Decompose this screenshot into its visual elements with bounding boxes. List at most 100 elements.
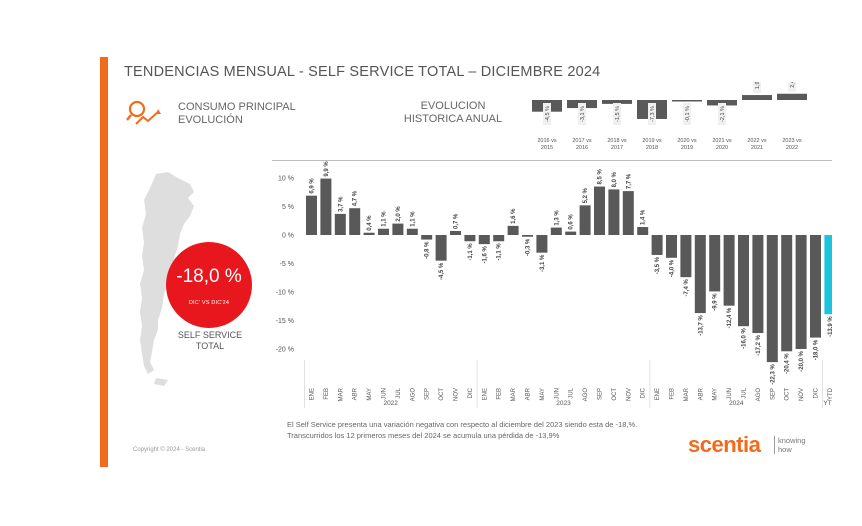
monthly-value-label: 0,7 % [454, 213, 460, 229]
annual-label-bg [753, 82, 761, 94]
monthly-bar [723, 235, 735, 306]
month-label: SEP [770, 388, 776, 400]
month-label: AGO [583, 388, 589, 402]
monthly-value-label: 6,9 % [310, 178, 316, 194]
monthly-bar [550, 227, 562, 235]
monthly-bar [565, 231, 577, 235]
month-label: NOV [799, 388, 805, 401]
monthly-value-label: -9,9 % [713, 293, 719, 311]
annual-label-bg [543, 103, 551, 125]
monthly-bar [493, 235, 505, 242]
monthly-value-label: 1,4 % [641, 209, 647, 225]
month-label: AGO [410, 388, 416, 402]
kpi-caption: DIC' VS DIC'24 [188, 300, 230, 306]
monthly-value-label: -18,0 % [814, 339, 820, 360]
monthly-bar [579, 205, 591, 235]
year-group-label: 2023 [556, 400, 571, 407]
annual-category-label: 2016 [576, 145, 588, 151]
monthly-value-label: -13,7 % [698, 314, 704, 335]
annual-label-bg [718, 103, 726, 125]
monthly-bar [766, 235, 778, 363]
annual-title-line: HISTORICA ANUAL [403, 113, 503, 125]
month-label: DIC [468, 387, 474, 398]
annual-value-label: 1,9 % [755, 82, 761, 89]
monthly-value-label: -20,4 % [785, 353, 791, 374]
annual-category-label: 2023 vs [782, 138, 802, 144]
monthly-bar [810, 235, 821, 338]
y-tick-label: -10 % [276, 290, 294, 297]
monthly-value-label: 1,3 % [554, 210, 560, 226]
month-label: ABR [353, 387, 359, 400]
monthly-bar [622, 191, 634, 235]
y-tick-label: 0 % [282, 233, 294, 240]
monthly-value-label: -0,8 % [425, 241, 431, 259]
month-label: SEP [598, 388, 604, 400]
monthly-bar [406, 228, 418, 235]
y-tick-label: -15 % [276, 318, 294, 325]
monthly-bar [824, 235, 832, 315]
month-label: SEP [425, 388, 431, 400]
monthly-value-label: -4,0 % [670, 259, 676, 277]
accent-bar [100, 57, 108, 467]
annual-value-label: -7,3 % [650, 106, 656, 122]
monthly-value-label: 1,1 % [382, 211, 388, 227]
monthly-value-label: -3,5 % [655, 256, 661, 274]
monthly-value-label: -4,5 % [439, 262, 445, 280]
month-label: JUL [742, 387, 748, 398]
monthly-value-label: 0,4 % [367, 215, 373, 231]
month-label: MAR [338, 387, 344, 401]
monthly-bar [637, 227, 649, 235]
monthly-bar [378, 228, 389, 235]
monthly-value-label: 1,1 % [410, 211, 416, 227]
magnifier-trend-icon [126, 100, 161, 125]
kpi-value: -18,0 % [176, 266, 242, 287]
monthly-bar [450, 231, 461, 235]
month-label: DIC [814, 387, 820, 398]
annual-category-label: 2019 vs [642, 138, 662, 144]
annual-label-bg [683, 103, 691, 125]
annual-category-label: 2019 [681, 145, 693, 151]
monthly-bar [363, 232, 375, 235]
monthly-value-label: -20,0 % [799, 350, 805, 371]
monthly-bar [709, 235, 721, 292]
monthly-value-label: 1,6 % [511, 208, 517, 224]
y-tick-label: -20 % [276, 347, 294, 354]
month-label: JUL [569, 387, 575, 398]
monthly-value-label: 7,7 % [626, 173, 632, 189]
tagline-line: knowing [778, 436, 806, 445]
annual-label-bg [648, 103, 656, 125]
annual-category-label: 2015 [541, 145, 553, 151]
monthly-bar [651, 235, 663, 255]
monthly-bar [349, 208, 361, 235]
monthly-bar [435, 235, 447, 261]
monthly-value-label: -1,1 % [468, 243, 474, 261]
page-title: TENDENCIAS MENSUAL - SELF SERVICE TOTAL … [124, 64, 601, 80]
month-label: MAR [684, 387, 690, 401]
y-tick-label: 5 % [282, 204, 294, 211]
month-label: MAY [713, 388, 719, 401]
annual-title-line: EVOLUCION [420, 100, 486, 112]
monthly-value-label: 5,2 % [583, 187, 589, 203]
brand-logo: scentia [688, 432, 761, 457]
monthly-bar [478, 235, 490, 245]
annual-value-label: -4,5 % [545, 106, 551, 122]
kpi-label-line: SELF SERVICE [177, 330, 243, 340]
year-group-label: YTD [823, 400, 832, 407]
monthly-value-label: 3,7 % [338, 196, 344, 212]
annual-category-label: 2022 vs [747, 138, 767, 144]
monthly-value-label: 0,6 % [569, 214, 575, 230]
kpi-label-line: TOTAL [195, 341, 225, 351]
tagline-line: how [778, 445, 792, 454]
monthly-bar [334, 213, 346, 235]
annual-category-label: 2020 [716, 145, 728, 151]
footnote: El Self Service presenta una variación n… [287, 420, 638, 440]
annual-value-label: -2,1 % [720, 106, 726, 122]
month-label: FEB [497, 388, 503, 400]
month-label: JUL [396, 387, 402, 398]
month-label: OCT [612, 388, 618, 401]
month-label: OCT [439, 388, 445, 401]
month-label: FEB [324, 388, 330, 400]
monthly-bar [507, 225, 519, 235]
monthly-value-label: 8,5 % [598, 169, 604, 185]
month-label: ABR [698, 387, 704, 400]
